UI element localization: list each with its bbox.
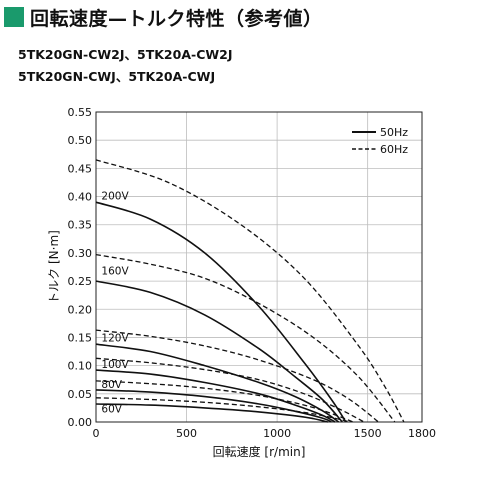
series-line-60V-60Hz bbox=[95, 397, 350, 423]
series-line-100V-50Hz bbox=[95, 369, 336, 423]
series-line-160V-50Hz bbox=[95, 280, 343, 423]
y-tick-label: 0.25 bbox=[68, 275, 93, 288]
voltage-label: 120V bbox=[101, 332, 129, 344]
model-list: 5TK20GN-CW2J、5TK20A-CW2J 5TK20GN-CWJ、5TK… bbox=[18, 44, 233, 88]
x-axis-label: 回転速度 [r/min] bbox=[213, 444, 306, 459]
y-tick-label: 0.20 bbox=[68, 303, 93, 316]
x-tick-label: 0 bbox=[93, 427, 100, 440]
voltage-label: 160V bbox=[101, 265, 129, 277]
x-tick-label: 1000 bbox=[263, 427, 291, 440]
y-tick-label: 0.05 bbox=[68, 388, 93, 401]
x-tick-label: 1800 bbox=[408, 427, 436, 440]
title-accent-square bbox=[4, 7, 24, 27]
y-tick-label: 0.35 bbox=[68, 219, 93, 232]
y-tick-label: 0.55 bbox=[68, 106, 93, 119]
y-tick-label: 0.40 bbox=[68, 191, 93, 204]
page-header: 回転速度—トルク特性（参考値） bbox=[4, 2, 323, 32]
voltage-label: 80V bbox=[101, 379, 122, 391]
plot-frame bbox=[95, 111, 423, 423]
y-tick-label: 0.45 bbox=[68, 162, 93, 175]
voltage-label: 100V bbox=[101, 359, 129, 371]
legend-label: 60Hz bbox=[380, 143, 408, 156]
x-tick-label: 500 bbox=[176, 427, 197, 440]
series-line-100V-60Hz bbox=[95, 357, 365, 423]
series-line-120V-60Hz bbox=[95, 329, 379, 423]
page-title: 回転速度—トルク特性（参考値） bbox=[30, 7, 323, 30]
legend-label: 50Hz bbox=[380, 126, 408, 139]
voltage-label: 60V bbox=[101, 403, 122, 415]
y-axis-label: トルク [N·m] bbox=[47, 230, 61, 304]
series-line-160V-60Hz bbox=[95, 253, 396, 423]
x-tick-label: 1500 bbox=[354, 427, 382, 440]
series-line-80V-50Hz bbox=[95, 389, 332, 423]
series-line-200V-60Hz bbox=[95, 159, 405, 423]
y-tick-label: 0.50 bbox=[68, 134, 93, 147]
series-line-60V-50Hz bbox=[95, 403, 328, 423]
accent-square-shape bbox=[4, 7, 24, 27]
y-tick-label: 0.00 bbox=[68, 416, 93, 429]
y-tick-label: 0.30 bbox=[68, 247, 93, 260]
series-line-200V-50Hz bbox=[95, 201, 347, 423]
voltage-label: 200V bbox=[101, 190, 129, 202]
y-tick-label: 0.15 bbox=[68, 331, 93, 344]
model-line-1: 5TK20GN-CW2J、5TK20A-CW2J bbox=[18, 47, 233, 62]
model-line-2: 5TK20GN-CWJ、5TK20A-CWJ bbox=[18, 69, 216, 84]
y-tick-label: 0.10 bbox=[68, 360, 93, 373]
series-line-80V-60Hz bbox=[95, 380, 354, 423]
